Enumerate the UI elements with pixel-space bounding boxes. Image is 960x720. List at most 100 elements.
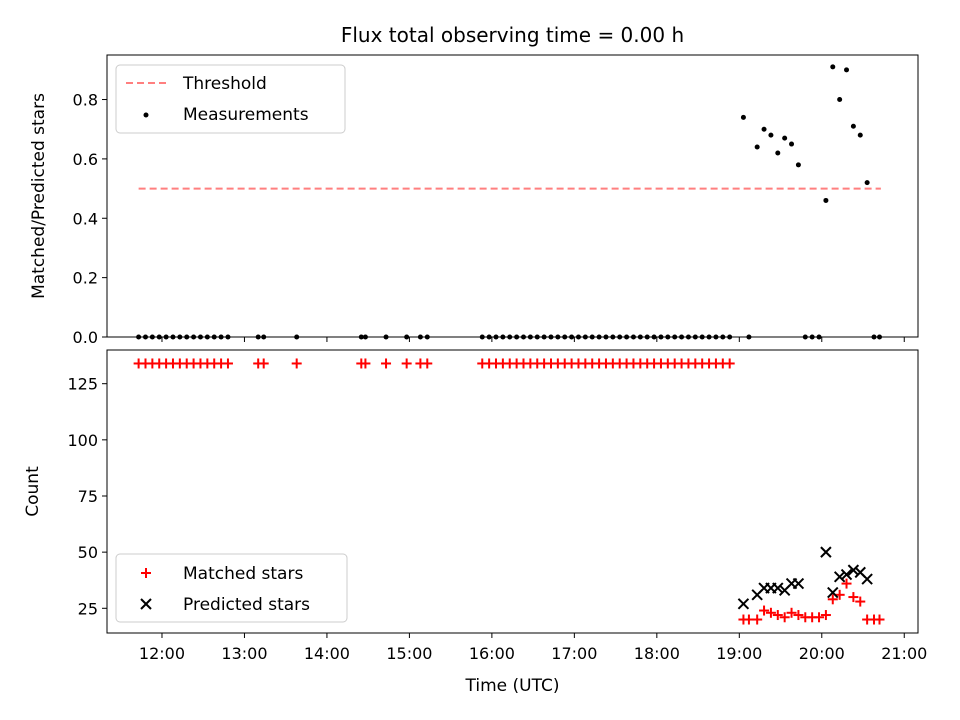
measurement-point — [761, 126, 767, 132]
measurement-point — [582, 334, 588, 340]
measurement-point — [520, 334, 526, 340]
measurement-point — [225, 334, 231, 340]
matched-legend-marker — [141, 568, 151, 578]
count-legend-box — [115, 553, 348, 623]
matched-legend-swatch — [141, 568, 151, 578]
x-tick-label: 21:00 — [881, 644, 927, 663]
matched-star-point — [765, 607, 776, 618]
count-y-tick-label: 75 — [78, 487, 98, 506]
measurement-point — [713, 334, 719, 340]
x-tick-label: 13:00 — [221, 644, 267, 663]
count-y-label: Count — [23, 466, 43, 517]
measurement-point — [727, 334, 733, 340]
measurement-point — [624, 334, 630, 340]
predicted-star-point — [737, 598, 750, 610]
matched-star-point — [848, 592, 859, 603]
measurement-point — [857, 132, 863, 138]
matched-star-point — [772, 610, 783, 621]
ratio-y-ticks: 0.0 0.2 0.4 0.6 0.8 — [73, 91, 107, 347]
measurement-point — [404, 334, 410, 340]
measurement-point — [514, 334, 520, 340]
x-tick-label: 19:00 — [716, 644, 762, 663]
measurement-point — [644, 334, 650, 340]
measurement-point — [589, 334, 595, 340]
measurement-point — [685, 334, 691, 340]
count-x-ticks: 12:00 13:00 14:00 15:00 16:00 17:00 18:00 19:00… — [139, 633, 927, 663]
measurement-point — [255, 334, 261, 340]
matched-star-point — [422, 358, 433, 369]
ratio-y-tick-label: 0.2 — [73, 269, 98, 288]
measurement-point — [782, 135, 788, 141]
measurement-point — [507, 334, 513, 340]
ratio-y-tick-label: 0.6 — [73, 150, 98, 169]
measurement-point — [170, 334, 176, 340]
predicted-star-point — [833, 571, 846, 583]
measurement-point — [603, 334, 609, 340]
x-tick-label: 20:00 — [799, 644, 845, 663]
matched-star-point — [786, 607, 797, 618]
x-tick-label: 14:00 — [304, 644, 350, 663]
measurement-point — [637, 334, 643, 340]
measurement-point — [665, 334, 671, 340]
measurement-point — [795, 162, 801, 168]
measurement-point — [562, 334, 568, 340]
x-tick-label: 17:00 — [551, 644, 597, 663]
predicted-star-point — [792, 577, 805, 590]
ratio-x-ticks — [161, 337, 905, 342]
measurement-point — [692, 334, 698, 340]
matched-star-point — [841, 578, 852, 589]
matched-star-point — [381, 358, 392, 369]
ratio-y-tick-label: 0.4 — [73, 209, 98, 228]
measurement-point — [136, 334, 142, 340]
measurement-point — [850, 123, 856, 129]
predicted-star-point — [827, 586, 839, 599]
measurement-point — [809, 334, 815, 340]
matched-star-point — [793, 610, 804, 621]
measurement-point — [789, 141, 795, 147]
ratio-panel: 0.00.20.40.60.8 Matched/Predicted stars … — [29, 54, 919, 347]
measurement-point — [617, 334, 623, 340]
matched-star-point — [258, 358, 269, 369]
measurement-point — [177, 334, 183, 340]
matched-star-point — [401, 358, 412, 369]
matched-star-point — [874, 614, 885, 625]
matched-star-point — [724, 358, 735, 369]
measurements-legend-swatch — [143, 112, 149, 118]
measurement-point — [184, 334, 190, 340]
matched-star-point — [360, 358, 371, 369]
measurement-point — [569, 334, 575, 340]
measurement-point — [802, 334, 808, 340]
matched-star-point — [759, 605, 770, 616]
measurement-point — [362, 334, 368, 340]
measurement-point — [596, 334, 602, 340]
matched-star-point — [814, 612, 825, 623]
measurement-point — [877, 334, 883, 340]
measurement-point — [191, 334, 197, 340]
measurement-point — [424, 334, 430, 340]
ratio-panel-frame — [106, 54, 919, 338]
measurement-point — [871, 334, 877, 340]
ratio-legend-box — [115, 64, 346, 134]
x-axis-label: Time (UTC) — [465, 676, 560, 696]
measurement-point — [156, 334, 162, 340]
measurements-legend-label: Measurements — [183, 105, 309, 125]
measurement-point — [486, 334, 492, 340]
measurement-point — [651, 334, 657, 340]
predicted-star-point — [861, 573, 873, 585]
ratio-marks — [136, 64, 883, 340]
count-y-ticks: 25 50 75 100 125 — [67, 375, 107, 618]
measurement-point — [754, 144, 760, 150]
count-y-tick-label: 25 — [78, 599, 98, 618]
predicted-legend-swatch — [140, 598, 152, 610]
measurement-point — [197, 334, 203, 340]
matched-legend-label: Matched stars — [183, 564, 303, 584]
measurement-point — [658, 334, 664, 340]
measurement-point — [630, 334, 636, 340]
measurement-point — [358, 334, 364, 340]
ratio-legend: Threshold Measurements — [115, 64, 346, 134]
measurement-point — [837, 97, 843, 103]
count-panel-frame — [106, 349, 919, 634]
predicted-star-point — [847, 564, 860, 576]
measurement-point — [211, 334, 217, 340]
